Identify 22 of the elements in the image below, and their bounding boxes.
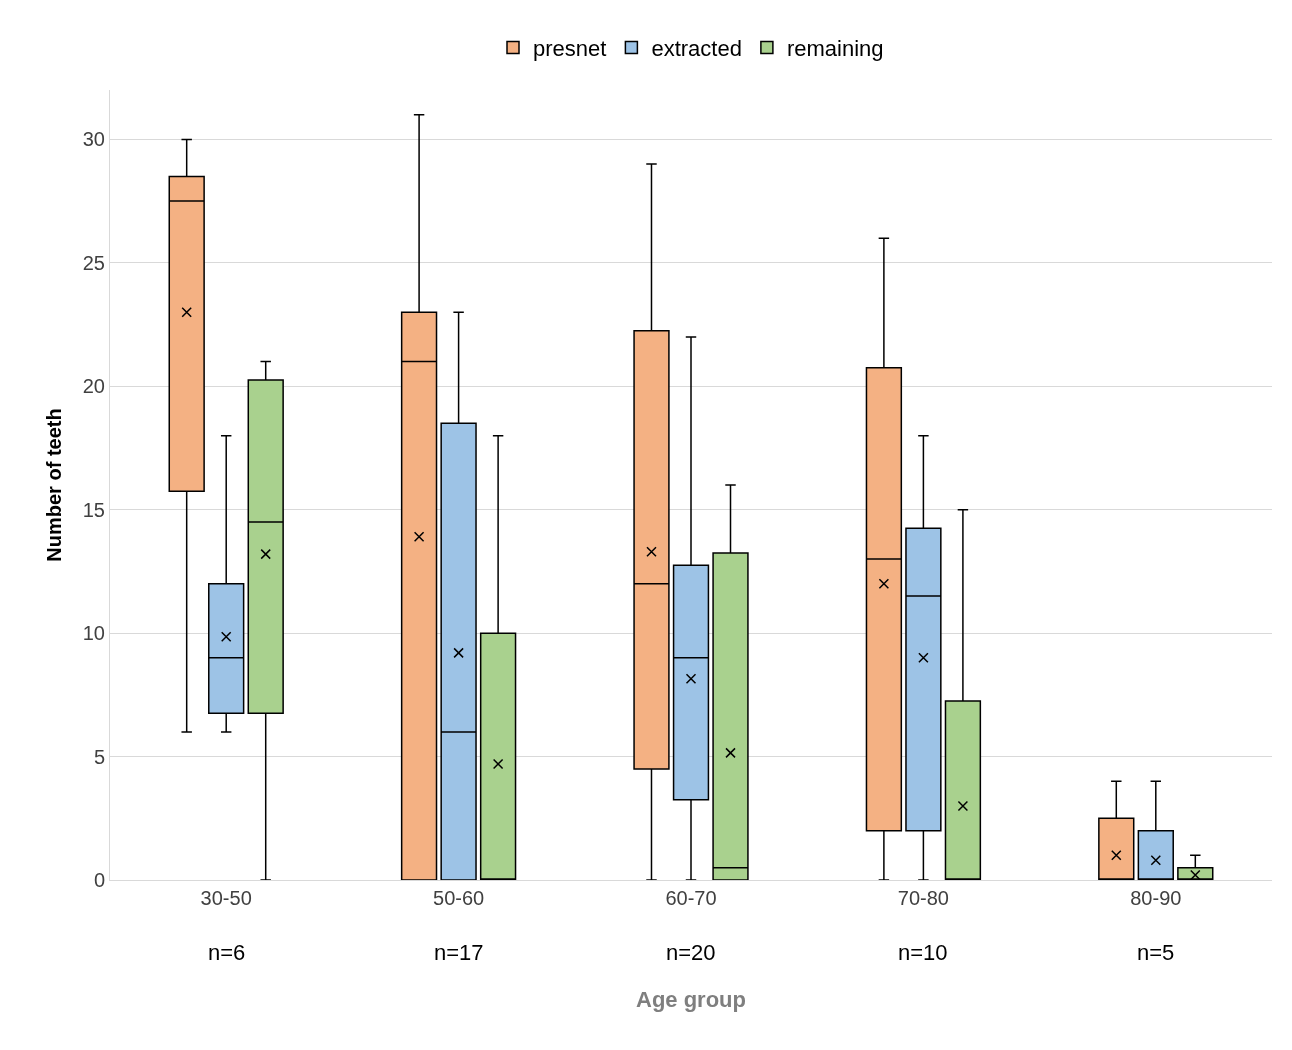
x-axis-title: Age group — [636, 987, 746, 1012]
x-tick-label: 60-70 — [665, 887, 717, 909]
y-axis-title: Number of teeth — [43, 408, 66, 562]
legend-label: remaining — [786, 36, 884, 62]
y-tick-label: 0 — [93, 869, 105, 891]
text: n=5 — [1137, 940, 1175, 965]
x-tick-label: 50-60 — [433, 887, 485, 909]
legend-label: extracted — [651, 36, 742, 62]
y-tick-label: 25 — [82, 251, 105, 274]
x-tick-label: 80-90 — [1130, 887, 1182, 909]
text: n=17 — [434, 940, 484, 965]
y-tick-label: 30 — [82, 128, 105, 151]
text: n=20 — [666, 940, 716, 965]
y-tick-label: 20 — [82, 375, 105, 398]
y-tick-label: 10 — [82, 622, 105, 645]
legend-label: presnet — [533, 36, 607, 62]
text: n=10 — [898, 940, 948, 965]
x-tick-label: 70-80 — [897, 887, 949, 909]
text: n=6 — [208, 940, 246, 965]
x-tick-label: 30-50 — [200, 887, 252, 909]
y-tick-label: 5 — [93, 745, 105, 768]
y-tick-label: 15 — [82, 498, 105, 521]
